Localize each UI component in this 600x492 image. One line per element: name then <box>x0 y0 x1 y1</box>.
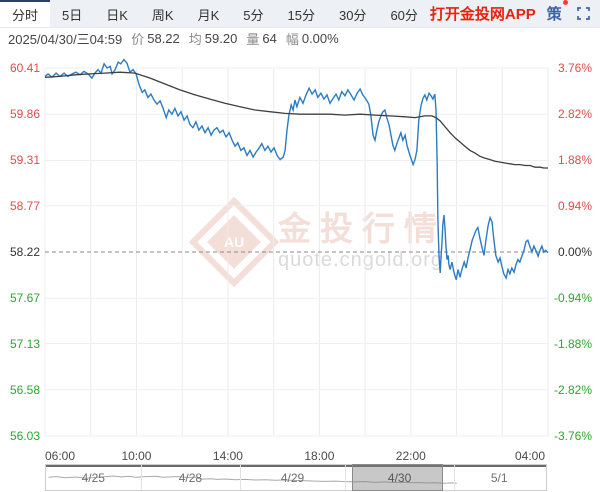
notification-dot <box>562 0 568 5</box>
y-axis-percent-label: 2.82% <box>557 107 592 122</box>
price-label: 价 <box>131 32 145 47</box>
strategy-button[interactable]: 策 <box>546 0 568 24</box>
navigator-day-4-29[interactable]: 4/29 <box>280 471 305 485</box>
y-axis-percent-label: 1.88% <box>557 153 592 168</box>
tabbar-actions: 打开金投网APP 策 ⋮ <box>430 0 600 27</box>
y-axis-price-label: 56.03 <box>10 428 41 443</box>
navigator-day-5-1[interactable]: 5/1 <box>490 471 508 485</box>
navigator-day-separator <box>454 465 456 490</box>
tab-3[interactable]: 周K <box>151 8 174 23</box>
change-label: 幅 <box>285 32 299 47</box>
tab-2[interactable]: 日K <box>106 8 128 23</box>
y-axis-percent-label: -0.94% <box>553 291 592 306</box>
navigator-day-4-28[interactable]: 4/28 <box>178 471 203 485</box>
navigator-day-4-30[interactable]: 4/30 <box>387 471 412 485</box>
avg-value: 59.20 <box>204 31 238 46</box>
x-axis-time-label: 04:00 <box>515 449 546 463</box>
open-app-link[interactable]: 打开金投网APP <box>429 6 536 23</box>
quote-datetime: 2025/04/30/三04:59 <box>8 32 123 47</box>
y-axis-percent-label: -2.82% <box>553 382 592 397</box>
x-axis-time-label: 10:00 <box>121 449 152 463</box>
strategy-label: 策 <box>546 6 562 23</box>
navigator-sparkline <box>48 475 457 484</box>
period-tabbar: 分时 5日 日K 周K 月K 5分 15分 30分 60分 打开金投网APP 策 ⋮ <box>0 0 600 28</box>
navigator-day-separator <box>140 465 142 490</box>
navigator-day-separator <box>240 465 242 490</box>
chart-plot[interactable] <box>0 50 600 463</box>
tab-6[interactable]: 15分 <box>287 8 315 23</box>
y-axis-percent-label: -3.76% <box>553 428 592 443</box>
y-axis-percent-label: 0.94% <box>557 198 592 213</box>
intraday-chart[interactable]: AU 金投行情 quote.cngold.org 60.41 3.76% 59.86… <box>0 50 600 463</box>
y-axis-price-label: 60.41 <box>10 61 41 76</box>
fullscreen-icon[interactable] <box>576 7 590 20</box>
navigator-selection-window[interactable] <box>351 464 444 491</box>
navigator-day-4-25[interactable]: 4/25 <box>81 471 105 485</box>
volume-value: 64 <box>262 31 277 46</box>
y-axis-percent-label: 3.76% <box>557 61 592 76</box>
change-value: 0.00% <box>301 31 339 46</box>
tab-1[interactable]: 5日 <box>62 8 83 23</box>
tab-7[interactable]: 30分 <box>338 8 367 23</box>
tab-4[interactable]: 月K <box>197 8 220 23</box>
x-axis-time-label: 06:00 <box>45 449 76 463</box>
quote-info-bar: 2025/04/30/三04:59 价 58.22 均 59.20 量 64 幅… <box>0 27 600 50</box>
y-axis-price-label: 59.31 <box>10 153 41 168</box>
y-axis-price-label: 56.58 <box>10 382 41 397</box>
y-axis-percent-label: 0.00% <box>557 245 592 259</box>
x-axis-time-label: 22:00 <box>395 449 426 463</box>
price-value: 58.22 <box>147 31 180 46</box>
tab-5[interactable]: 5分 <box>243 8 264 23</box>
y-axis-price-label: 59.86 <box>10 107 41 122</box>
y-axis-price-label: 57.67 <box>10 291 41 306</box>
x-axis-time-label: 14:00 <box>212 449 243 463</box>
tab-8[interactable]: 60分 <box>390 8 418 23</box>
y-axis-percent-label: -1.88% <box>553 336 592 351</box>
navigator-top-track <box>46 465 546 467</box>
series-average <box>44 71 548 169</box>
navigator-day-separator <box>344 465 346 490</box>
y-axis-price-label: 58.22 <box>10 245 41 259</box>
y-axis-price-label: 57.13 <box>10 336 41 351</box>
tab-0[interactable]: 分时 <box>0 0 51 27</box>
volume-label: 量 <box>246 32 260 47</box>
range-navigator[interactable]: 4/25 4/28 4/29 4/30 5/1 <box>45 464 547 491</box>
y-axis-price-label: 58.77 <box>10 198 41 213</box>
avg-label: 均 <box>188 32 202 47</box>
x-axis-time-label: 18:00 <box>304 449 335 463</box>
series-price <box>44 58 549 280</box>
